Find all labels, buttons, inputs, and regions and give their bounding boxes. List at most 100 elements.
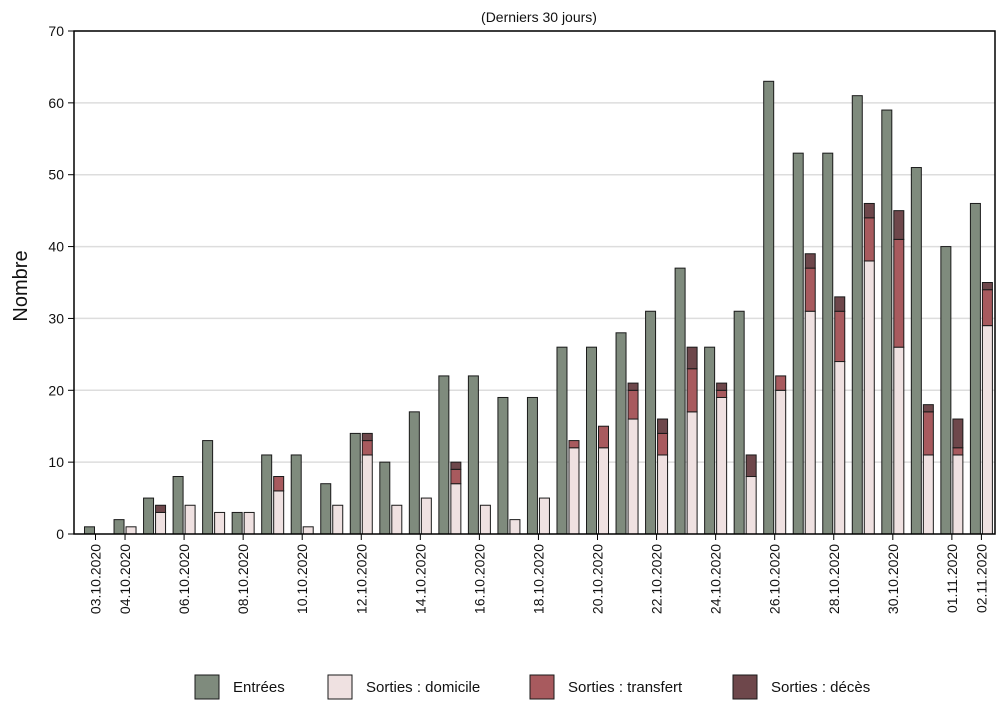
legend-label: Sorties : domicile	[366, 679, 480, 696]
bar-sorties-1	[863, 217, 875, 262]
bar-entrees	[969, 202, 981, 535]
bar-sorties-2	[893, 210, 905, 240]
y-tick-label: 40	[48, 239, 64, 255]
bar-sorties-1	[273, 476, 285, 492]
bar-sorties-1	[361, 440, 373, 456]
bar-entrees	[556, 346, 568, 535]
bar-sorties-1	[981, 289, 993, 327]
bar-sorties-0	[332, 504, 344, 535]
bar-sorties-0	[804, 310, 816, 535]
bar-entrees	[851, 95, 863, 535]
y-tick-label: 10	[48, 454, 64, 470]
x-tick-label: 08.10.2020	[235, 544, 251, 614]
bar-sorties-1	[686, 368, 698, 413]
bar-sorties-0	[243, 511, 255, 535]
bar-entrees	[822, 152, 834, 535]
x-tick-label: 06.10.2020	[176, 544, 192, 614]
bar-sorties-0	[775, 389, 787, 535]
bar-entrees	[143, 497, 155, 535]
bar-entrees	[408, 411, 420, 535]
x-tick-label: 03.10.2020	[88, 544, 104, 614]
bar-entrees	[674, 267, 686, 535]
x-tick-label: 24.10.2020	[708, 544, 724, 614]
bar-sorties-2	[804, 253, 816, 269]
bar-sorties-0	[627, 418, 639, 535]
legend-swatch	[529, 674, 555, 700]
legend-label: Sorties : transfert	[568, 679, 683, 696]
x-tick-label: 28.10.2020	[826, 544, 842, 614]
bar-sorties-2	[657, 418, 669, 434]
bar-sorties-0	[981, 325, 993, 535]
bar-sorties-0	[420, 497, 432, 535]
bar-sorties-2	[361, 432, 373, 442]
bar-entrees	[202, 440, 214, 535]
bar-sorties-1	[834, 310, 846, 363]
bar-sorties-2	[863, 202, 875, 219]
bar-sorties-0	[922, 454, 934, 535]
bar-entrees	[497, 396, 509, 535]
x-tick-label: 30.10.2020	[885, 544, 901, 614]
x-tick-label: 22.10.2020	[649, 544, 665, 614]
bar-entrees	[586, 346, 598, 535]
bar-sorties-0	[568, 447, 580, 535]
bar-sorties-1	[450, 468, 462, 485]
bar-entrees	[615, 332, 627, 535]
bar-sorties-0	[686, 411, 698, 535]
bar-sorties-0	[657, 454, 669, 535]
bar-sorties-2	[834, 296, 846, 312]
x-tick-label: 10.10.2020	[294, 544, 310, 614]
bar-entrees	[704, 346, 716, 535]
bar-sorties-2	[627, 382, 639, 391]
y-axis-label: Nombre	[10, 250, 32, 321]
bar-entrees	[320, 483, 332, 535]
bar-sorties-1	[716, 389, 728, 398]
chart-subtitle: (Derniers 30 jours)	[481, 9, 597, 25]
bar-sorties-1	[952, 447, 964, 456]
bar-sorties-0	[184, 504, 196, 535]
bar-sorties-1	[893, 238, 905, 348]
bar-entrees	[261, 454, 273, 535]
y-axis-ticks: 0 10 20 30 40 50 60 70	[48, 23, 74, 542]
bar-sorties-0	[538, 497, 550, 535]
legend-swatch	[732, 674, 758, 700]
y-tick-label: 20	[48, 382, 64, 398]
x-tick-label: 16.10.2020	[471, 544, 487, 614]
bar-sorties-0	[834, 361, 846, 535]
x-axis-ticks: 03.10.2020 04.10.2020 06.10.2020 08.10.2020…	[88, 534, 989, 614]
bar-sorties-1	[657, 432, 669, 456]
bar-sorties-1	[922, 411, 934, 456]
y-tick-label: 50	[48, 167, 64, 183]
legend-swatch	[194, 674, 220, 700]
bar-entrees	[733, 310, 745, 535]
y-tick-label: 70	[48, 23, 64, 39]
bar-entrees	[792, 152, 804, 535]
bars	[84, 80, 993, 535]
bar-sorties-1	[598, 425, 610, 449]
bar-sorties-1	[568, 440, 580, 449]
bar-sorties-0	[952, 454, 964, 535]
bar-sorties-2	[450, 461, 462, 470]
y-tick-label: 30	[48, 310, 64, 326]
bar-sorties-0	[125, 526, 137, 535]
x-tick-label: 14.10.2020	[412, 544, 428, 614]
plot-frame	[73, 30, 996, 535]
bar-sorties-1	[627, 389, 639, 420]
bar-entrees	[231, 511, 243, 535]
bar-entrees	[379, 461, 391, 535]
bar-sorties-2	[716, 382, 728, 391]
y-tick-label: 60	[48, 95, 64, 111]
x-tick-label: 02.11.2020	[973, 544, 989, 613]
bar-entrees	[763, 80, 775, 535]
bar-entrees	[645, 310, 657, 535]
bar-entrees	[910, 167, 922, 535]
x-tick-label: 18.10.2020	[530, 544, 546, 614]
bar-sorties-1	[775, 375, 787, 391]
bar-entrees	[113, 519, 125, 535]
legend-swatch	[327, 674, 353, 700]
legend-label: Entrées	[233, 679, 285, 696]
bar-sorties-0	[893, 346, 905, 535]
bar-sorties-0	[863, 260, 875, 535]
bar-entrees	[526, 396, 538, 535]
bar-sorties-0	[509, 519, 521, 535]
